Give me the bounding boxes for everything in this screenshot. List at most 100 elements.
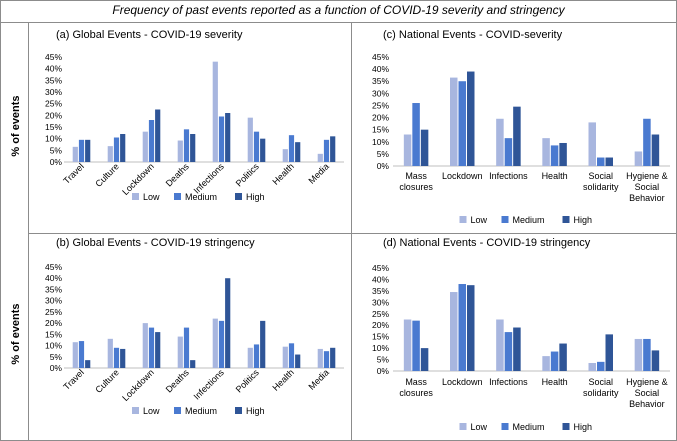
chart-a-bar-high bbox=[295, 142, 301, 162]
chart-b-category-label: Lockdown bbox=[120, 367, 156, 403]
chart-c-bar-high bbox=[513, 106, 521, 166]
chart-d-bar-medium bbox=[458, 284, 466, 371]
chart-a-bar-medium bbox=[218, 116, 225, 162]
chart-a-legend-label-high: High bbox=[246, 192, 265, 202]
chart-a-bar-low bbox=[282, 149, 288, 162]
chart-c-ytick-label: 0% bbox=[377, 161, 390, 171]
chart-a-bar-high bbox=[225, 113, 231, 162]
chart-b-legend-label-low: Low bbox=[143, 406, 160, 416]
chart-b-ytick-label: 45% bbox=[45, 262, 62, 272]
chart-a-ytick-label: 45% bbox=[45, 52, 62, 62]
chart-d-bar-high bbox=[467, 285, 475, 371]
chart-d-bar-medium bbox=[504, 332, 513, 371]
chart-d-title: (d) National Events - COVID-19 stringenc… bbox=[383, 237, 591, 249]
chart-d-ytick-label: 25% bbox=[372, 309, 389, 319]
chart-c-bar-medium bbox=[643, 118, 651, 166]
figure-title: Frequency of past events reported as a f… bbox=[112, 3, 565, 17]
chart-a-ytick-label: 35% bbox=[45, 75, 62, 85]
chart-a-bar-medium bbox=[183, 129, 190, 162]
chart-c-bar-high bbox=[420, 129, 429, 166]
chart-c-category-label: Infections bbox=[489, 171, 528, 181]
chart-b-legend-swatch-medium bbox=[174, 407, 181, 414]
chart-d-bar-high bbox=[651, 350, 660, 371]
chart-c-bar-medium bbox=[597, 157, 605, 166]
chart-c-ytick-label: 30% bbox=[372, 88, 389, 98]
chart-d-bar-low bbox=[542, 356, 550, 371]
chart-b-category-label: Deaths bbox=[164, 367, 192, 395]
chart-b-bar-medium bbox=[78, 341, 85, 368]
chart-d-bar-high bbox=[420, 348, 429, 371]
chart-c-legend-label-medium: Medium bbox=[513, 215, 545, 225]
chart-b-category-label: Media bbox=[307, 367, 331, 391]
chart-d-ytick-label: 15% bbox=[372, 332, 389, 342]
chart-d-bar-high bbox=[605, 334, 613, 371]
chart-c-bar-high bbox=[605, 157, 613, 166]
chart-b-bar-high bbox=[120, 348, 126, 368]
chart-d: (d) National Events - COVID-19 stringenc… bbox=[372, 237, 670, 432]
chart-b-bar-medium bbox=[218, 320, 225, 368]
chart-c-legend-swatch-low bbox=[459, 216, 467, 223]
chart-a: (a) Global Events - COVID-19 severity 0% 5… bbox=[45, 29, 344, 202]
chart-d-legend-swatch-high bbox=[562, 423, 570, 430]
chart-d-bar-medium bbox=[412, 320, 420, 371]
chart-b-bar-high bbox=[85, 360, 91, 368]
chart-b-bar-high bbox=[260, 320, 266, 368]
chart-d-category-label: Health bbox=[542, 377, 568, 387]
chart-b-bar-medium bbox=[288, 343, 295, 368]
chart-c-ytick-label: 20% bbox=[372, 113, 389, 123]
chart-b: (b) Global Events - COVID-19 stringency 0… bbox=[45, 237, 344, 416]
chart-a-legend-swatch-high bbox=[235, 193, 242, 200]
chart-d-bar-medium bbox=[597, 361, 605, 371]
chart-c: (c) National Events - COVID-severity 0% 5%… bbox=[372, 29, 670, 225]
chart-b-ytick-label: 5% bbox=[50, 352, 63, 362]
chart-c-category-label: Hygiene & Social Behavior bbox=[626, 171, 668, 203]
chart-a-bar-high bbox=[260, 138, 266, 162]
chart-c-bar-low bbox=[403, 134, 412, 166]
chart-a-bar-medium bbox=[323, 139, 330, 162]
chart-b-category-label: Health bbox=[270, 367, 295, 392]
chart-c-bar-medium bbox=[550, 145, 559, 166]
chart-c-ytick-label: 25% bbox=[372, 100, 389, 110]
chart-c-ytick-label: 10% bbox=[372, 137, 389, 147]
chart-d-ytick-label: 5% bbox=[377, 355, 390, 365]
chart-b-ytick-label: 15% bbox=[45, 329, 62, 339]
chart-d-ytick-label: 10% bbox=[372, 343, 389, 353]
chart-d-category-label: Social solidarity bbox=[583, 377, 619, 398]
chart-d-ytick-label: 0% bbox=[377, 366, 390, 376]
chart-b-bar-low bbox=[72, 342, 78, 368]
chart-d-legend-label-high: High bbox=[574, 422, 593, 432]
chart-a-bar-low bbox=[177, 140, 183, 162]
chart-a-category-label: Culture bbox=[93, 161, 121, 189]
chart-c-bar-low bbox=[496, 118, 504, 166]
chart-c-ytick-label: 15% bbox=[372, 125, 389, 135]
chart-c-category-label: Social solidarity bbox=[583, 171, 619, 192]
chart-a-ytick-label: 5% bbox=[50, 145, 63, 155]
chart-c-bar-medium bbox=[412, 103, 420, 166]
chart-a-bar-medium bbox=[113, 137, 120, 162]
chart-d-legend-label-medium: Medium bbox=[513, 422, 545, 432]
chart-a-bar-high bbox=[85, 139, 91, 162]
chart-a-ytick-label: 25% bbox=[45, 99, 62, 109]
chart-d-legend-label-low: Low bbox=[471, 422, 488, 432]
chart-b-bar-medium bbox=[148, 327, 155, 368]
chart-d-ytick-label: 35% bbox=[372, 286, 389, 296]
chart-b-legend-swatch-low bbox=[132, 407, 139, 414]
chart-b-legend-swatch-high bbox=[235, 407, 242, 414]
chart-a-ytick-label: 30% bbox=[45, 87, 62, 97]
chart-d-bar-low bbox=[588, 362, 596, 371]
chart-c-ytick-label: 40% bbox=[372, 64, 389, 74]
chart-b-category-label: Culture bbox=[93, 367, 121, 395]
chart-b-bar-low bbox=[317, 348, 323, 368]
chart-c-bar-low bbox=[588, 122, 596, 166]
chart-d-legend-swatch-medium bbox=[501, 423, 509, 430]
chart-a-ytick-label: 10% bbox=[45, 134, 62, 144]
chart-b-bar-high bbox=[295, 354, 301, 368]
chart-b-bar-low bbox=[177, 336, 183, 368]
chart-b-category-label: Politics bbox=[234, 367, 262, 395]
chart-a-legend-swatch-low bbox=[132, 193, 139, 200]
chart-a-bar-high bbox=[155, 109, 161, 162]
chart-c-bar-medium bbox=[504, 138, 513, 166]
chart-a-bar-low bbox=[142, 131, 148, 162]
chart-c-category-label: Mass closures bbox=[399, 171, 433, 192]
